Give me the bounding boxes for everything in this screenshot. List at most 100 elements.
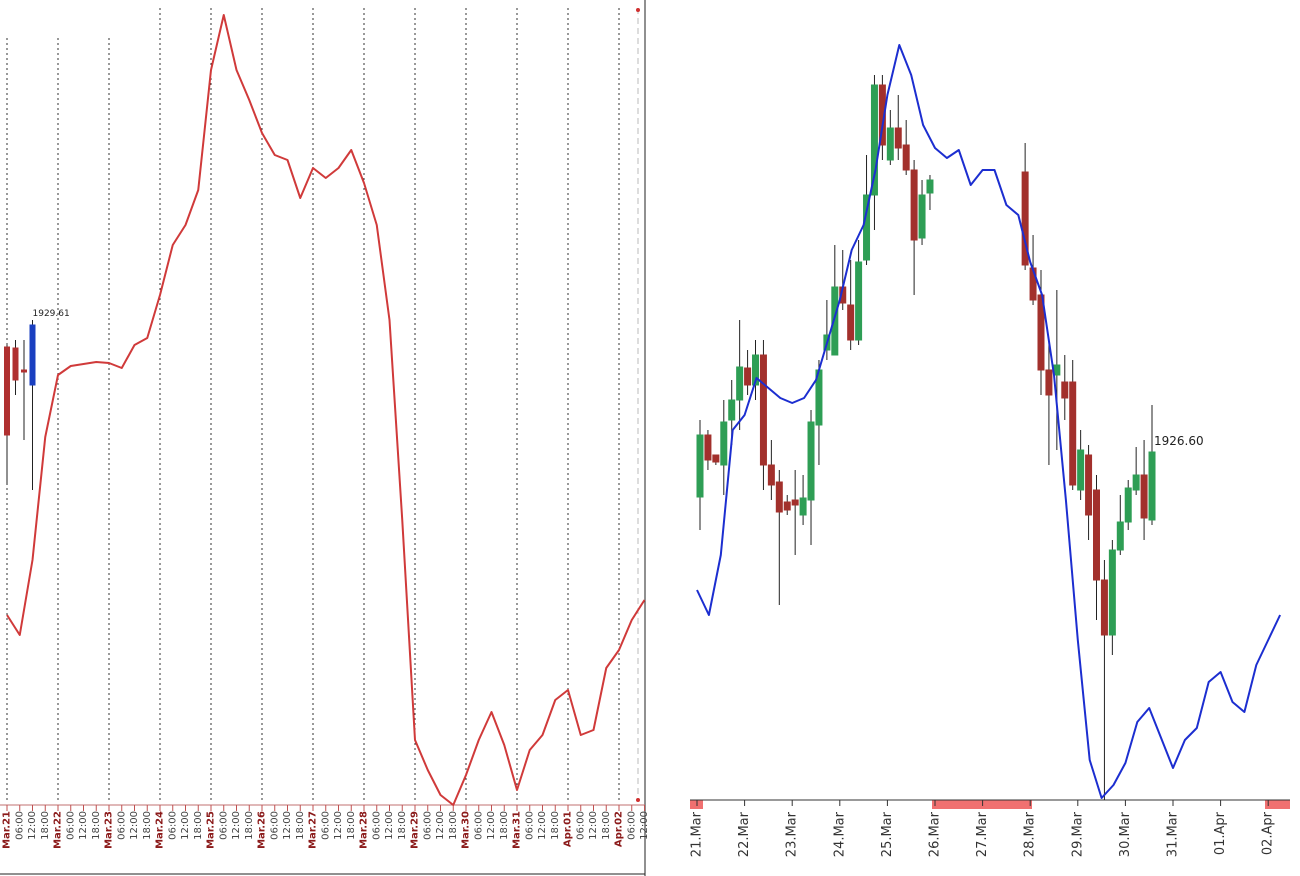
x-tick-label: Mar.28 — [359, 811, 370, 849]
candle-body — [910, 169, 918, 241]
x-tick-label: 27.Mar — [975, 811, 990, 857]
x-tick-label: 18:00 — [142, 811, 153, 840]
x-tick-label: 18:00 — [601, 811, 612, 840]
candle-body — [1100, 579, 1108, 636]
candle-body — [1093, 489, 1100, 581]
x-tick-label: 06:00 — [422, 811, 433, 840]
x-tick-label: 12:00 — [435, 811, 446, 840]
candle-body — [807, 421, 815, 501]
candle-body — [831, 286, 839, 356]
x-tick-label: Mar.31 — [512, 811, 523, 849]
candle-body — [783, 501, 791, 511]
x-tick-label: 06:00 — [218, 811, 229, 840]
x-tick-label: Mar.24 — [155, 811, 166, 849]
x-tick-label: 18:00 — [448, 811, 459, 840]
x-tick-label: 31.Mar — [1166, 811, 1181, 857]
x-tick-label: Mar.29 — [410, 811, 421, 849]
x-tick-label: 22.Mar — [737, 811, 752, 857]
x-tick-label: Mar.30 — [461, 811, 472, 849]
x-tick-label: Mar.27 — [308, 811, 319, 849]
candle-body — [1069, 381, 1077, 486]
x-tick-label: 18:00 — [295, 811, 306, 840]
left-panel — [0, 0, 645, 876]
x-tick-label: 18:00 — [193, 811, 204, 840]
x-tick-label: 06:00 — [14, 811, 25, 840]
candle-body — [886, 127, 894, 161]
x-tick-label: 12:00 — [27, 811, 38, 840]
x-tick-label: 28.Mar — [1023, 811, 1038, 857]
x-tick-label: Apr.01 — [563, 811, 574, 847]
x-tick-label: 06:00 — [473, 811, 484, 840]
price-label: 1929.61 — [33, 309, 70, 319]
candle-body — [878, 84, 886, 146]
x-tick-label: 12:00 — [78, 811, 89, 840]
x-tick-label: 02.Apr — [1261, 811, 1276, 855]
candle-body — [767, 464, 775, 486]
candle-body — [918, 194, 926, 239]
candle-body — [1077, 449, 1085, 491]
candle-body — [736, 366, 744, 401]
candle-body — [1132, 474, 1140, 491]
x-tick-label: 29.Mar — [1070, 811, 1085, 857]
candle-body — [791, 499, 799, 506]
candle-body — [759, 354, 767, 466]
x-tick-label: 18:00 — [244, 811, 255, 840]
candle-body — [902, 144, 910, 171]
x-tick-label: 06:00 — [524, 811, 535, 840]
candle-body — [1045, 369, 1053, 396]
x-tick-label: 06:00 — [320, 811, 331, 840]
candle-body — [29, 324, 36, 386]
x-tick-label: 06:00 — [116, 811, 127, 840]
candle-body — [1108, 549, 1116, 636]
axis-band — [1265, 800, 1290, 809]
price-line — [696, 44, 1282, 799]
candle-body — [4, 346, 10, 436]
x-tick-label: 12:00 — [537, 811, 548, 840]
x-tick-label: 30.Mar — [1118, 811, 1133, 857]
candle-body — [870, 84, 878, 196]
candle-body — [775, 481, 783, 513]
x-tick-label: 12:00 — [486, 811, 497, 840]
axis-band — [932, 800, 1032, 809]
candle-body — [696, 434, 704, 498]
x-tick-label: 18:00 — [499, 811, 510, 840]
x-tick-label: 18:00 — [397, 811, 408, 840]
price-line — [6, 14, 646, 806]
x-tick-label: Mar.21 — [2, 811, 13, 849]
x-tick-label: 12:00 — [180, 811, 191, 840]
x-tick-label: 06:00 — [371, 811, 382, 840]
x-tick-label: Apr.02 — [614, 811, 625, 847]
x-tick-label: 06:00 — [167, 811, 178, 840]
marker — [636, 798, 640, 802]
candle-body — [720, 421, 728, 466]
x-tick-label: 12:00 — [588, 811, 599, 840]
candle-body — [1037, 294, 1045, 371]
candle-body — [1148, 451, 1156, 521]
candle-body — [752, 354, 760, 386]
x-tick-label: 18:00 — [346, 811, 357, 840]
price-label: 1926.60 — [1154, 434, 1204, 448]
x-tick-label: 06:00 — [65, 811, 76, 840]
x-tick-label: 18:00 — [40, 811, 51, 840]
x-tick-label: 06:00 — [269, 811, 280, 840]
candle-body — [1140, 474, 1148, 519]
x-tick-label: Mar.23 — [104, 811, 115, 849]
candle-body — [855, 261, 863, 341]
x-tick-label: 12:00 — [231, 811, 242, 840]
candle-body — [728, 399, 736, 421]
candle-body — [21, 369, 27, 373]
candle-body — [704, 434, 712, 461]
x-tick-label: 24.Mar — [832, 811, 847, 857]
candle-body — [1116, 521, 1124, 551]
candle-body — [744, 367, 752, 386]
candle-body — [712, 454, 720, 463]
x-tick-label: 01.Apr — [1213, 811, 1228, 855]
candle-body — [1085, 454, 1093, 516]
candle-body — [926, 179, 934, 194]
x-tick-label: 12:00 — [384, 811, 395, 840]
x-tick-label: 26.Mar — [928, 811, 943, 857]
candle-body — [894, 127, 902, 149]
candle-body — [1021, 171, 1029, 266]
candle-body — [863, 194, 871, 261]
